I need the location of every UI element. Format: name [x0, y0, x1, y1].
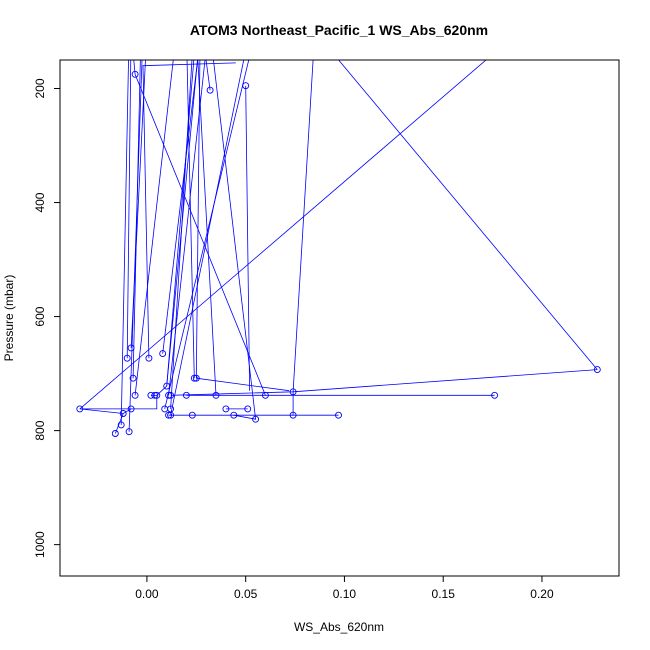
data-point [151, 391, 159, 399]
chart-title: ATOM3 Northeast_Pacific_1 WS_Abs_620nm [190, 22, 488, 38]
x-tick-label: 0.10 [333, 587, 357, 601]
y-tick-label: 800 [33, 420, 47, 440]
y-axis-label: Pressure (mbar) [2, 275, 16, 362]
series-line-segment [338, 60, 598, 370]
data-point [222, 405, 230, 413]
data-points [76, 70, 601, 437]
y-tick-label: 600 [33, 306, 47, 326]
series-line-segment [170, 369, 598, 396]
series-line-segment [205, 60, 211, 91]
series-line-segment [170, 60, 245, 416]
data-point [206, 86, 214, 94]
data-point [129, 374, 137, 382]
x-tick-label: 0.05 [234, 587, 258, 601]
series-line-segment [126, 60, 132, 359]
data-point [127, 344, 135, 352]
data-point [190, 374, 198, 382]
series-line-segment [213, 60, 257, 420]
data-point [182, 391, 190, 399]
x-axis-label: WS_Abs_620nm [294, 620, 384, 634]
data-point [153, 391, 161, 399]
data-point [230, 411, 238, 419]
y-axis: 200 400 600 800 1000 [33, 78, 60, 558]
data-point [242, 82, 250, 90]
data-point [289, 411, 297, 419]
series-line-segment [170, 60, 193, 409]
y-tick-label: 400 [33, 192, 47, 212]
data-point [163, 382, 171, 390]
plot-area-frame [59, 59, 620, 577]
series-line-segment [162, 60, 199, 354]
data-point [165, 411, 173, 419]
data-point [131, 70, 139, 78]
series-line-segment [134, 60, 174, 396]
data-point [125, 428, 133, 436]
series-line-segment [133, 60, 136, 75]
y-tick-label: 200 [33, 78, 47, 98]
data-point [188, 411, 196, 419]
series-line-segment [120, 60, 129, 425]
series-line-segment [134, 74, 266, 396]
data-point [76, 405, 84, 413]
y-tick-label: 1000 [33, 531, 47, 558]
data-point [335, 411, 342, 419]
x-axis: 0.00 0.05 0.10 0.15 0.20 [135, 576, 554, 601]
data-point [192, 374, 200, 382]
x-tick-label: 0.15 [432, 587, 456, 601]
data-point [117, 421, 125, 429]
data-point [244, 405, 252, 413]
series-line-segment [130, 60, 146, 348]
data-lines [79, 60, 598, 434]
data-point [167, 391, 175, 399]
data-point [252, 415, 260, 423]
series-line-segment [292, 60, 314, 416]
data-point [111, 430, 119, 437]
data-point [593, 366, 601, 374]
series-line-segment [164, 60, 250, 409]
series-line-segment [166, 60, 198, 387]
data-point [159, 350, 167, 358]
data-point [261, 391, 269, 399]
data-point [145, 354, 153, 362]
x-tick-label: 0.20 [530, 587, 554, 601]
series-line-segment [79, 396, 158, 414]
series-line-segment [245, 85, 250, 391]
series-line-segment [196, 377, 290, 392]
data-point [212, 391, 220, 399]
series-line-segment [132, 60, 141, 379]
data-point [131, 391, 139, 399]
data-point [127, 405, 135, 413]
series-line-segment [195, 60, 201, 379]
series-line-segment [79, 60, 487, 410]
series-line-segment [197, 60, 217, 396]
data-point [289, 388, 297, 396]
data-point [165, 391, 173, 399]
series-line-segment [186, 60, 195, 379]
x-tick-label: 0.00 [135, 587, 159, 601]
data-point [123, 354, 131, 362]
data-point [119, 410, 127, 417]
data-point [491, 391, 499, 399]
data-point [167, 411, 175, 419]
